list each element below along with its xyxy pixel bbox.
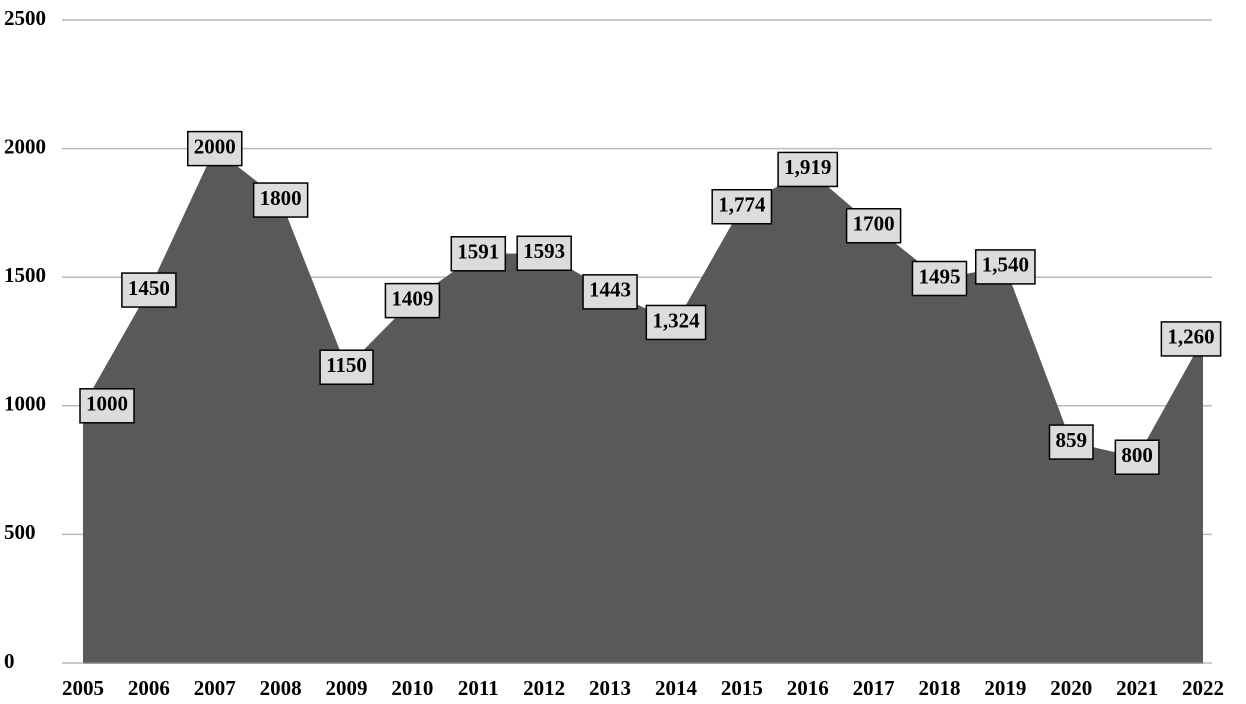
value-label: 1000	[80, 389, 134, 423]
value-label: 1,774	[712, 190, 771, 224]
value-label-text: 1000	[86, 392, 128, 416]
x-tick-label: 2017	[853, 676, 895, 700]
x-tick-label: 2018	[918, 676, 960, 700]
x-tick-label: 2006	[128, 676, 170, 700]
value-label: 1800	[254, 183, 308, 217]
y-tick-label: 2000	[4, 134, 46, 158]
value-label: 1,919	[778, 152, 837, 186]
x-tick-label: 2021	[1116, 676, 1158, 700]
x-tick-label: 2019	[984, 676, 1026, 700]
value-label: 1593	[517, 236, 571, 270]
value-label-text: 800	[1121, 443, 1153, 467]
value-label-text: 2000	[194, 134, 236, 158]
x-tick-label: 2007	[194, 676, 236, 700]
x-tick-label: 2012	[523, 676, 565, 700]
area	[83, 149, 1203, 663]
value-label-text: 1150	[326, 353, 367, 377]
value-label-text: 1,774	[718, 193, 766, 217]
value-label-text: 1593	[523, 239, 565, 263]
value-label-text: 1,919	[784, 155, 831, 179]
chart: 0 500 1000 1500 2000 2500 2005 1000 2006 1450 2007…	[0, 0, 1246, 704]
y-tick-label: 1500	[4, 263, 46, 287]
value-label: 1591	[451, 237, 505, 271]
x-tick-label: 2020	[1050, 676, 1092, 700]
value-label: 1150	[320, 350, 373, 384]
value-label-text: 1409	[391, 286, 433, 310]
value-label: 1,260	[1161, 322, 1220, 356]
x-tick-label: 2022	[1182, 676, 1224, 700]
x-tick-label: 2008	[260, 676, 302, 700]
y-tick-label: 500	[4, 520, 36, 544]
value-label-text: 1,260	[1167, 325, 1214, 349]
value-label: 800	[1115, 440, 1159, 474]
value-label: 1409	[385, 284, 439, 318]
value-label-text: 1495	[918, 264, 960, 288]
value-label-text: 859	[1055, 428, 1087, 452]
value-label: 1700	[847, 209, 901, 243]
value-label: 859	[1049, 425, 1093, 459]
y-tick-label: 1000	[4, 392, 46, 416]
x-tick-label: 2016	[787, 676, 829, 700]
value-label: 1,540	[976, 250, 1035, 284]
value-label-text: 1591	[457, 240, 499, 264]
x-tick-label: 2009	[326, 676, 368, 700]
x-tick-label: 2011	[458, 676, 499, 700]
y-tick-label: 2500	[4, 6, 46, 30]
x-tick-label: 2014	[655, 676, 698, 700]
y-tick-label: 0	[4, 649, 15, 673]
value-label: 1450	[122, 273, 176, 307]
value-label: 1443	[583, 275, 637, 309]
value-label: 1,324	[646, 305, 705, 339]
x-tick-label: 2010	[391, 676, 433, 700]
value-label: 1495	[912, 261, 966, 295]
value-label: 2000	[188, 132, 242, 166]
x-tick-label: 2005	[62, 676, 104, 700]
page: 0 500 1000 1500 2000 2500 2005 1000 2006 1450 2007…	[0, 0, 1246, 704]
value-label-text: 1450	[128, 276, 170, 300]
x-tick-label: 2015	[721, 676, 763, 700]
value-label-text: 1443	[589, 278, 631, 302]
x-tick-label: 2013	[589, 676, 631, 700]
value-label-text: 1,324	[652, 308, 700, 332]
value-label-text: 1700	[853, 212, 895, 236]
value-label-text: 1800	[260, 186, 302, 210]
value-label-text: 1,540	[982, 253, 1029, 277]
